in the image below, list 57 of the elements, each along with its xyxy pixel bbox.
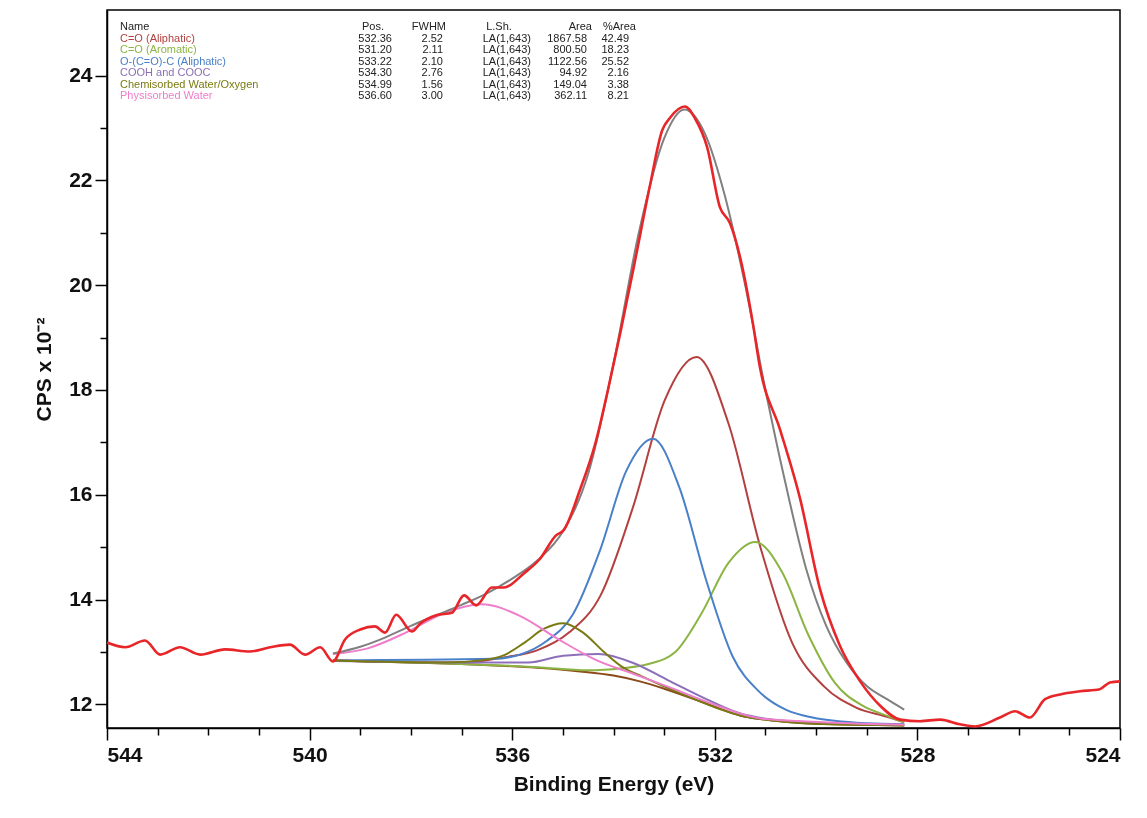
annotation: FWHM bbox=[411, 20, 446, 32]
annotation: 2.10 bbox=[421, 54, 443, 67]
annotation: %Area bbox=[602, 20, 637, 32]
y-tick-label: 16 bbox=[69, 482, 93, 506]
annotation: 1122.56 bbox=[548, 54, 587, 67]
y-tick-label: 18 bbox=[69, 377, 93, 401]
annotation: 533.22 bbox=[358, 54, 392, 67]
annotation: Name bbox=[120, 20, 150, 32]
annotation: 2.11 bbox=[422, 43, 443, 55]
y-tick-label: 12 bbox=[69, 691, 93, 715]
annotation: 800.50 bbox=[553, 43, 587, 55]
text: C=O (Aliphatic) bbox=[120, 31, 195, 44]
text: Physisorbed Water bbox=[120, 89, 213, 101]
annotation: LA(1,643) bbox=[482, 43, 531, 55]
annotation: L.Sh. bbox=[486, 20, 512, 32]
annotation: Area bbox=[568, 20, 593, 32]
x-tick-label: 544 bbox=[107, 742, 143, 766]
y-tick-label: 22 bbox=[69, 167, 93, 191]
annotation: LA(1,643) bbox=[482, 66, 531, 78]
annotation: LA(1,643) bbox=[482, 89, 531, 101]
x-tick-label: 536 bbox=[495, 742, 531, 766]
annotation: Pos. bbox=[361, 20, 384, 32]
annotation: 18.23 bbox=[601, 43, 629, 55]
x-axis-title: Binding Energy (eV) bbox=[513, 771, 715, 795]
annotation: LA(1,643) bbox=[482, 31, 531, 44]
x-tick-label: 540 bbox=[292, 742, 328, 766]
annotation: 149.04 bbox=[553, 77, 587, 90]
text: Chemisorbed Water/Oxygen bbox=[120, 77, 259, 90]
annotation: LA(1,643) bbox=[482, 54, 531, 67]
text: O-(C=O)-C (Aliphatic) bbox=[120, 54, 227, 67]
annotation: 3.00 bbox=[421, 89, 443, 101]
annotation: 25.52 bbox=[601, 54, 629, 67]
y-tick-label: 14 bbox=[69, 587, 93, 611]
annotation: 3.38 bbox=[607, 77, 629, 90]
x-tick-label: 524 bbox=[1085, 742, 1121, 766]
x-tick-label: 532 bbox=[697, 742, 733, 766]
y-tick-label: 24 bbox=[69, 63, 93, 87]
annotation: 532.36 bbox=[358, 31, 392, 44]
annotation: 2.76 bbox=[421, 66, 443, 78]
annotation: 1867.58 bbox=[547, 31, 587, 44]
annotation: 8.21 bbox=[607, 89, 629, 101]
annotation: 42.49 bbox=[601, 31, 629, 44]
annotation: 534.30 bbox=[358, 66, 392, 78]
annotation: 2.16 bbox=[607, 66, 629, 78]
annotation: 94.92 bbox=[559, 66, 587, 78]
text: C=O (Aromatic) bbox=[120, 43, 197, 55]
annotation: 362.11 bbox=[554, 89, 587, 101]
y-tick-label: 20 bbox=[69, 272, 93, 296]
annotation: 534.99 bbox=[358, 77, 392, 90]
annotation: 536.60 bbox=[358, 89, 392, 101]
text: COOH and COOC bbox=[120, 66, 211, 78]
annotation: 2.52 bbox=[421, 31, 443, 44]
annotation: LA(1,643) bbox=[482, 77, 531, 90]
annotation: 1.56 bbox=[421, 77, 443, 90]
x-tick-label: 528 bbox=[900, 742, 936, 766]
y-axis-title: CPS x 10⁻² bbox=[32, 317, 56, 422]
annotation: 531.20 bbox=[358, 43, 392, 55]
